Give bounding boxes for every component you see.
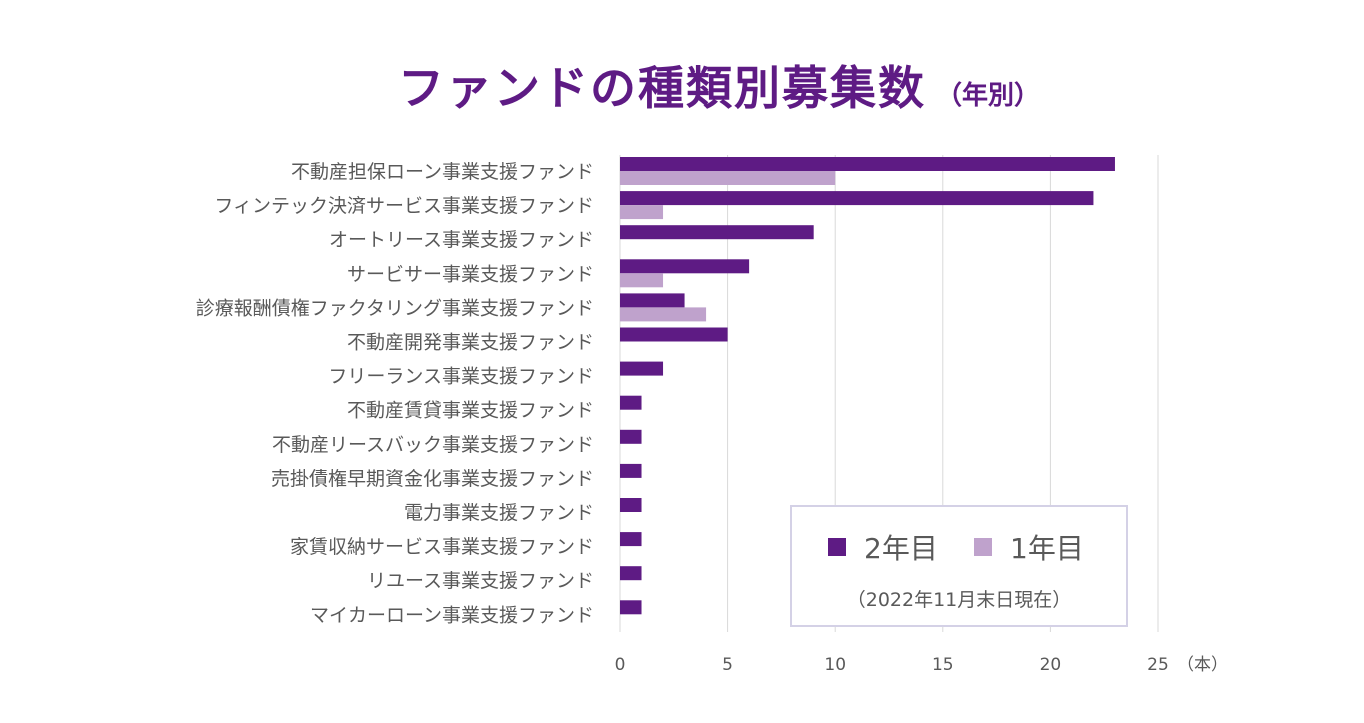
bar-year2 bbox=[620, 259, 750, 274]
category-label: オートリース事業支援ファンド bbox=[329, 229, 594, 251]
legend-note: （2022年11月末日現在） bbox=[846, 589, 1072, 611]
chart-title: ファンドの種類別募集数 （年別） bbox=[398, 52, 1040, 118]
legend-item-year2: 2年目 bbox=[828, 527, 938, 567]
legend-label-year2: 2年目 bbox=[864, 532, 938, 565]
bar-year2 bbox=[620, 498, 642, 512]
x-tick-label: 10 bbox=[824, 655, 846, 675]
bars bbox=[620, 157, 1115, 615]
x-tick-label: 0 bbox=[615, 655, 626, 675]
bar-year1 bbox=[620, 171, 836, 185]
legend-label-year1: 1年目 bbox=[1010, 532, 1084, 565]
bar-year2 bbox=[620, 157, 1115, 171]
category-label: サービサー事業支援ファンド bbox=[347, 263, 594, 285]
category-label: 不動産担保ローン事業支援ファンド bbox=[291, 161, 594, 183]
x-tick-label: 15 bbox=[932, 655, 954, 675]
x-tick-labels: 0 5 10 15 20 25 bbox=[615, 655, 1169, 675]
legend-swatch-year1 bbox=[974, 538, 992, 556]
bar-year2 bbox=[620, 225, 814, 240]
category-labels: 不動産担保ローン事業支援ファンドフィンテック決済サービス事業支援ファンドオートリ… bbox=[196, 161, 594, 626]
legend-swatch-year2 bbox=[828, 538, 846, 556]
x-tick-label: 5 bbox=[722, 655, 733, 675]
category-label: フリーランス事業支援ファンド bbox=[328, 366, 594, 388]
chart-title-text: ファンドの種類別募集数 bbox=[398, 61, 926, 115]
bar-year2 bbox=[620, 327, 728, 342]
category-label: 家賃収納サービス事業支援ファンド bbox=[290, 536, 594, 558]
bar-year2 bbox=[620, 566, 642, 581]
category-label: フィンテック決済サービス事業支援ファンド bbox=[214, 195, 594, 217]
category-label: マイカーローン事業支援ファンド bbox=[310, 604, 594, 626]
legend-item-year1: 1年目 bbox=[974, 527, 1084, 567]
category-label: 売掛債権早期資金化事業支援ファンド bbox=[271, 468, 594, 490]
legend: 2年目 1年目 （2022年11月末日現在） bbox=[790, 505, 1128, 627]
bar-year2 bbox=[620, 600, 642, 615]
bar-year1 bbox=[620, 307, 707, 322]
category-label: 不動産開発事業支援ファンド bbox=[347, 332, 594, 354]
category-label: 電力事業支援ファンド bbox=[404, 502, 594, 524]
x-tick-label: 20 bbox=[1040, 655, 1062, 675]
unit-label: （本） bbox=[1177, 655, 1228, 675]
category-label: 不動産賃貸事業支援ファンド bbox=[347, 400, 594, 422]
bar-year2 bbox=[620, 532, 642, 547]
chart-subtitle: （年別） bbox=[936, 81, 1041, 111]
bar-year2 bbox=[620, 361, 664, 376]
x-tick-label: 25 bbox=[1147, 655, 1169, 675]
bar-year2 bbox=[620, 429, 642, 444]
bar-year1 bbox=[620, 205, 664, 220]
bar-year2 bbox=[620, 395, 642, 410]
category-label: リユース事業支援ファンド bbox=[367, 570, 594, 592]
category-label: 不動産リースバック事業支援ファンド bbox=[272, 434, 594, 456]
bar-year2 bbox=[620, 191, 1094, 206]
bar-year1 bbox=[620, 273, 664, 288]
bar-year2 bbox=[620, 463, 642, 478]
category-label: 診療報酬債権ファクタリング事業支援ファンド bbox=[196, 297, 594, 319]
bar-year2 bbox=[620, 293, 685, 308]
